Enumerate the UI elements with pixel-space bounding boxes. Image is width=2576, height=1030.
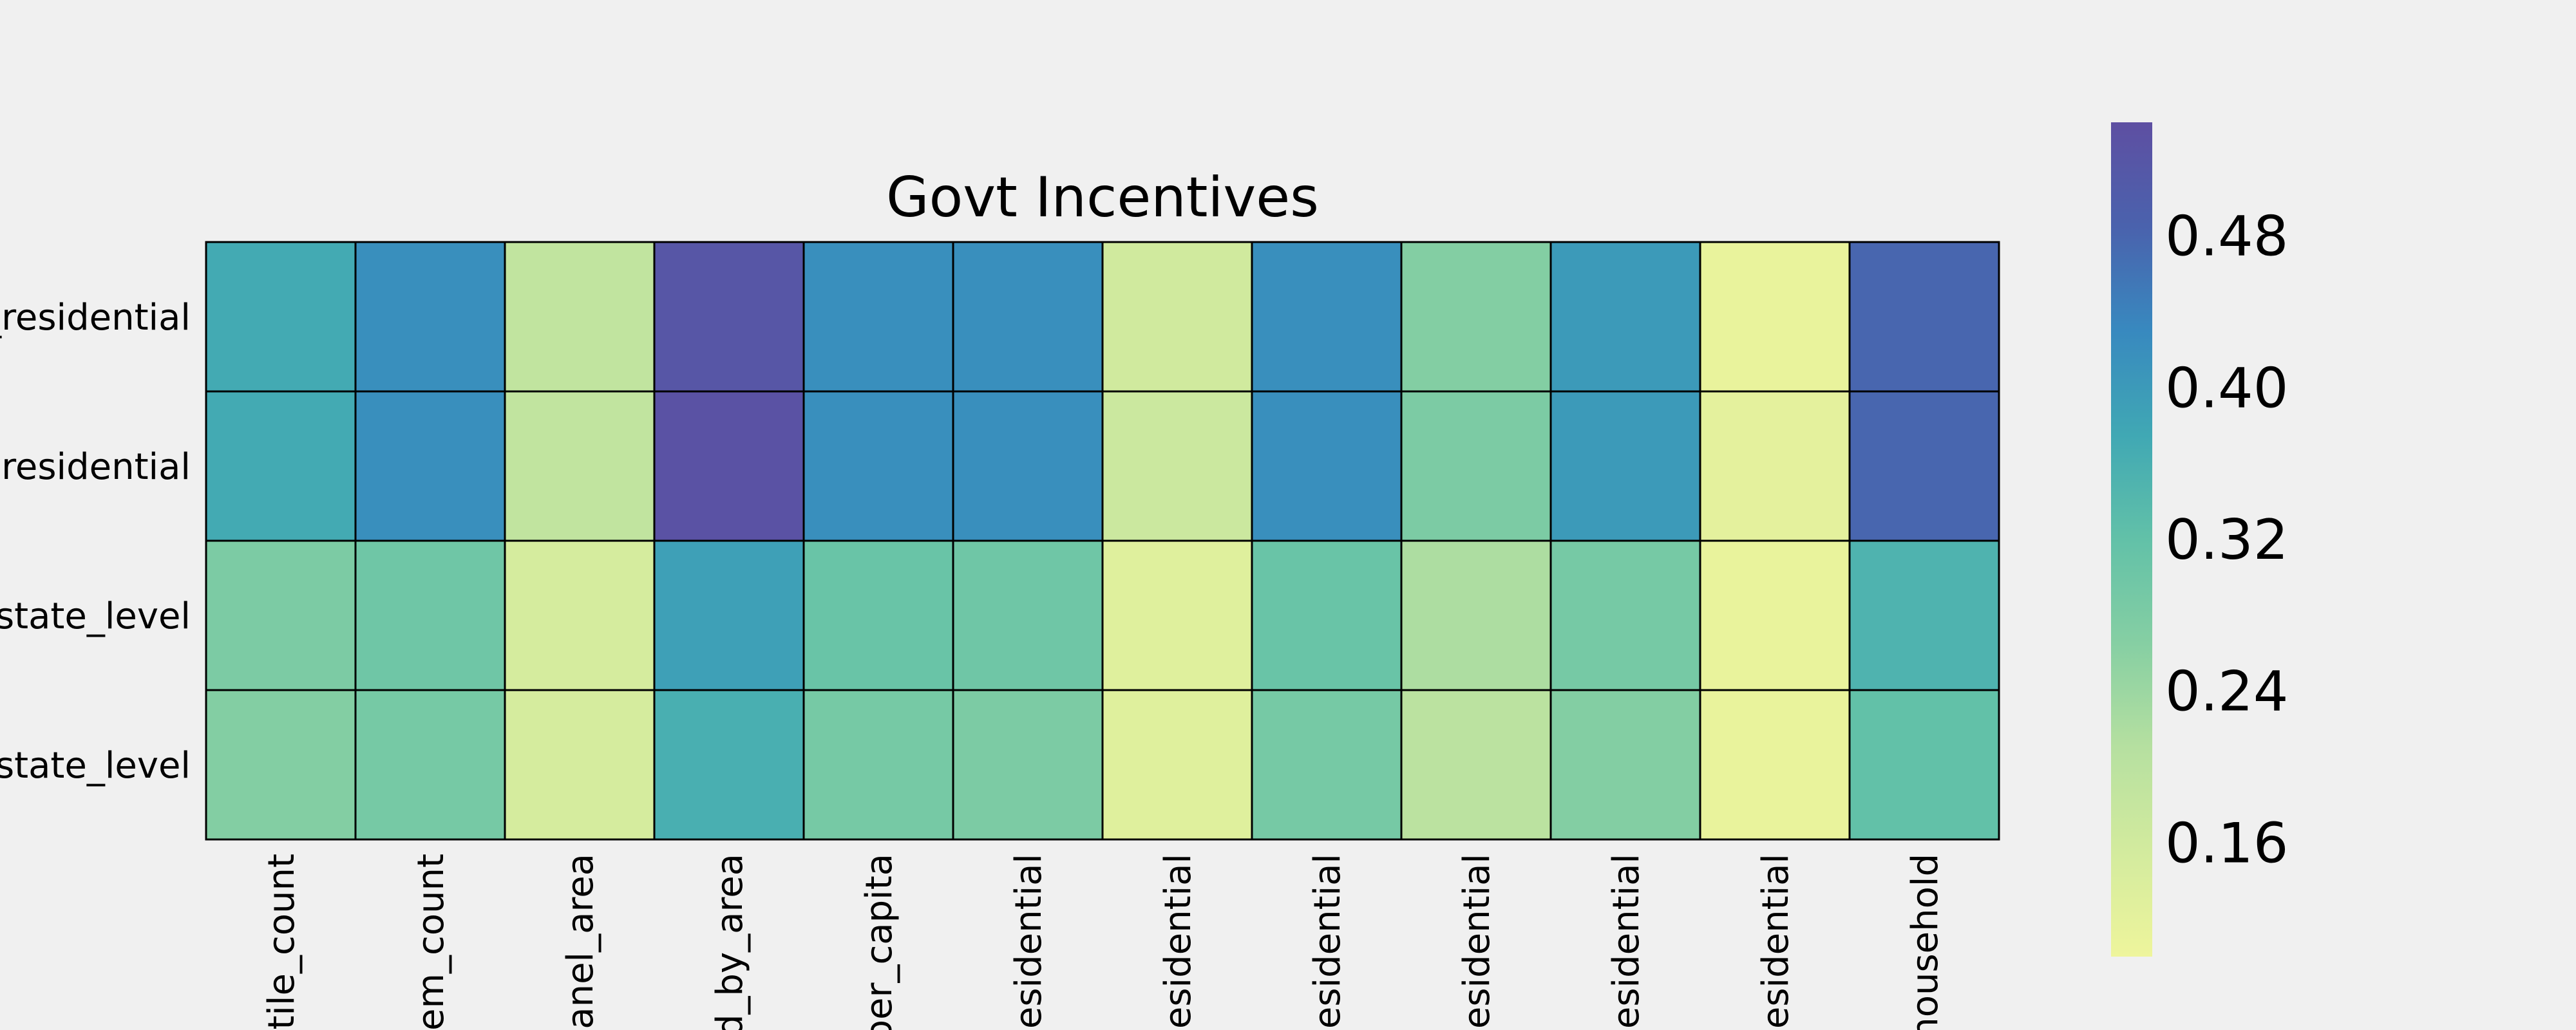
heatmap-cell (952, 539, 1104, 691)
heatmap-cell (205, 390, 357, 542)
heatmap-cell (205, 689, 357, 841)
heatmap-cell (1549, 390, 1701, 542)
colorbar: 0.16 0.24 0.32 0.40 0.48 (2111, 122, 2288, 957)
heatmap-cell (1400, 689, 1552, 841)
heatmap-cell (354, 539, 506, 691)
column-tick-label: em_count (410, 854, 452, 1030)
heatmap-cell (802, 390, 954, 542)
column-tick-label: esidential (1456, 854, 1498, 1029)
heatmap-cell (952, 241, 1104, 393)
heatmap-cell (354, 689, 506, 841)
heatmap-cell (1848, 539, 2000, 691)
heatmap-cell (1251, 689, 1403, 841)
heatmap-cell (1101, 539, 1253, 691)
column-tick-label: esidential (1605, 854, 1647, 1029)
heatmap-cell (1848, 689, 2000, 841)
heatmap-cell (1400, 241, 1552, 393)
colorbar-gradient (2111, 122, 2152, 957)
column-tick-label: anel_area (560, 854, 601, 1029)
row-tick-label: state_level (0, 595, 191, 637)
heatmap-cell (1848, 390, 2000, 542)
row-tick-label: state_level (0, 745, 191, 787)
heatmap-cell (354, 390, 506, 542)
column-labels: tile_count em_count anel_area d_by_area per_… (261, 854, 1946, 1030)
heatmap-cell (653, 390, 805, 542)
colorbar-tick-label: 0.32 (2165, 508, 2288, 572)
heatmap-cell (205, 539, 357, 691)
row-labels: _residential residential state_level state_… (0, 297, 191, 787)
heatmap-cells (205, 241, 2000, 841)
heatmap-cell (1549, 689, 1701, 841)
column-tick-label: esidential (1755, 854, 1797, 1029)
heatmap-cell (504, 390, 656, 542)
colorbar-tick-label: 0.48 (2165, 205, 2288, 269)
colorbar-tick-label: 0.40 (2165, 356, 2288, 420)
heatmap-cell (1549, 241, 1701, 393)
column-tick-label: d_by_area (709, 854, 751, 1030)
heatmap-cell (1101, 390, 1253, 542)
row-tick-label: _residential (0, 297, 191, 339)
row-tick-label: residential (1, 446, 191, 488)
heatmap-cell (354, 241, 506, 393)
heatmap-cell (1549, 539, 1701, 691)
column-tick-label: household (1904, 854, 1946, 1030)
column-tick-label: per_capita (858, 854, 900, 1030)
heatmap-cell (1699, 390, 1851, 542)
heatmap-cell (653, 241, 805, 393)
heatmap-cell (802, 689, 954, 841)
heatmap-cell (1101, 689, 1253, 841)
heatmap-cell (653, 689, 805, 841)
heatmap-cell (1848, 241, 2000, 393)
column-tick-label: esidential (1008, 854, 1050, 1029)
heatmap-cell (1400, 390, 1552, 542)
heatmap-cell (1400, 539, 1552, 691)
heatmap-cell (1251, 241, 1403, 393)
heatmap-cell (504, 689, 656, 841)
heatmap-cell (1699, 689, 1851, 841)
heatmap-cell (504, 241, 656, 393)
heatmap-cell (205, 241, 357, 393)
chart-title: Govt Incentives (886, 165, 1319, 230)
column-tick-label: esidential (1157, 854, 1199, 1029)
heatmap-cell (1699, 539, 1851, 691)
heatmap-cell (1101, 241, 1253, 393)
heatmap-cell (952, 689, 1104, 841)
heatmap-cell (802, 539, 954, 691)
heatmap-cell (653, 539, 805, 691)
colorbar-tick-label: 0.16 (2165, 811, 2288, 876)
heatmap-cell (1251, 539, 1403, 691)
heatmap-cell (1251, 390, 1403, 542)
heatmap-cell (802, 241, 954, 393)
colorbar-tick-label: 0.24 (2165, 660, 2288, 724)
heatmap-cell (504, 539, 656, 691)
column-tick-label: tile_count (261, 854, 303, 1030)
heatmap-cell (1699, 241, 1851, 393)
heatmap-cell (952, 390, 1104, 542)
column-tick-label: esidential (1307, 854, 1349, 1029)
